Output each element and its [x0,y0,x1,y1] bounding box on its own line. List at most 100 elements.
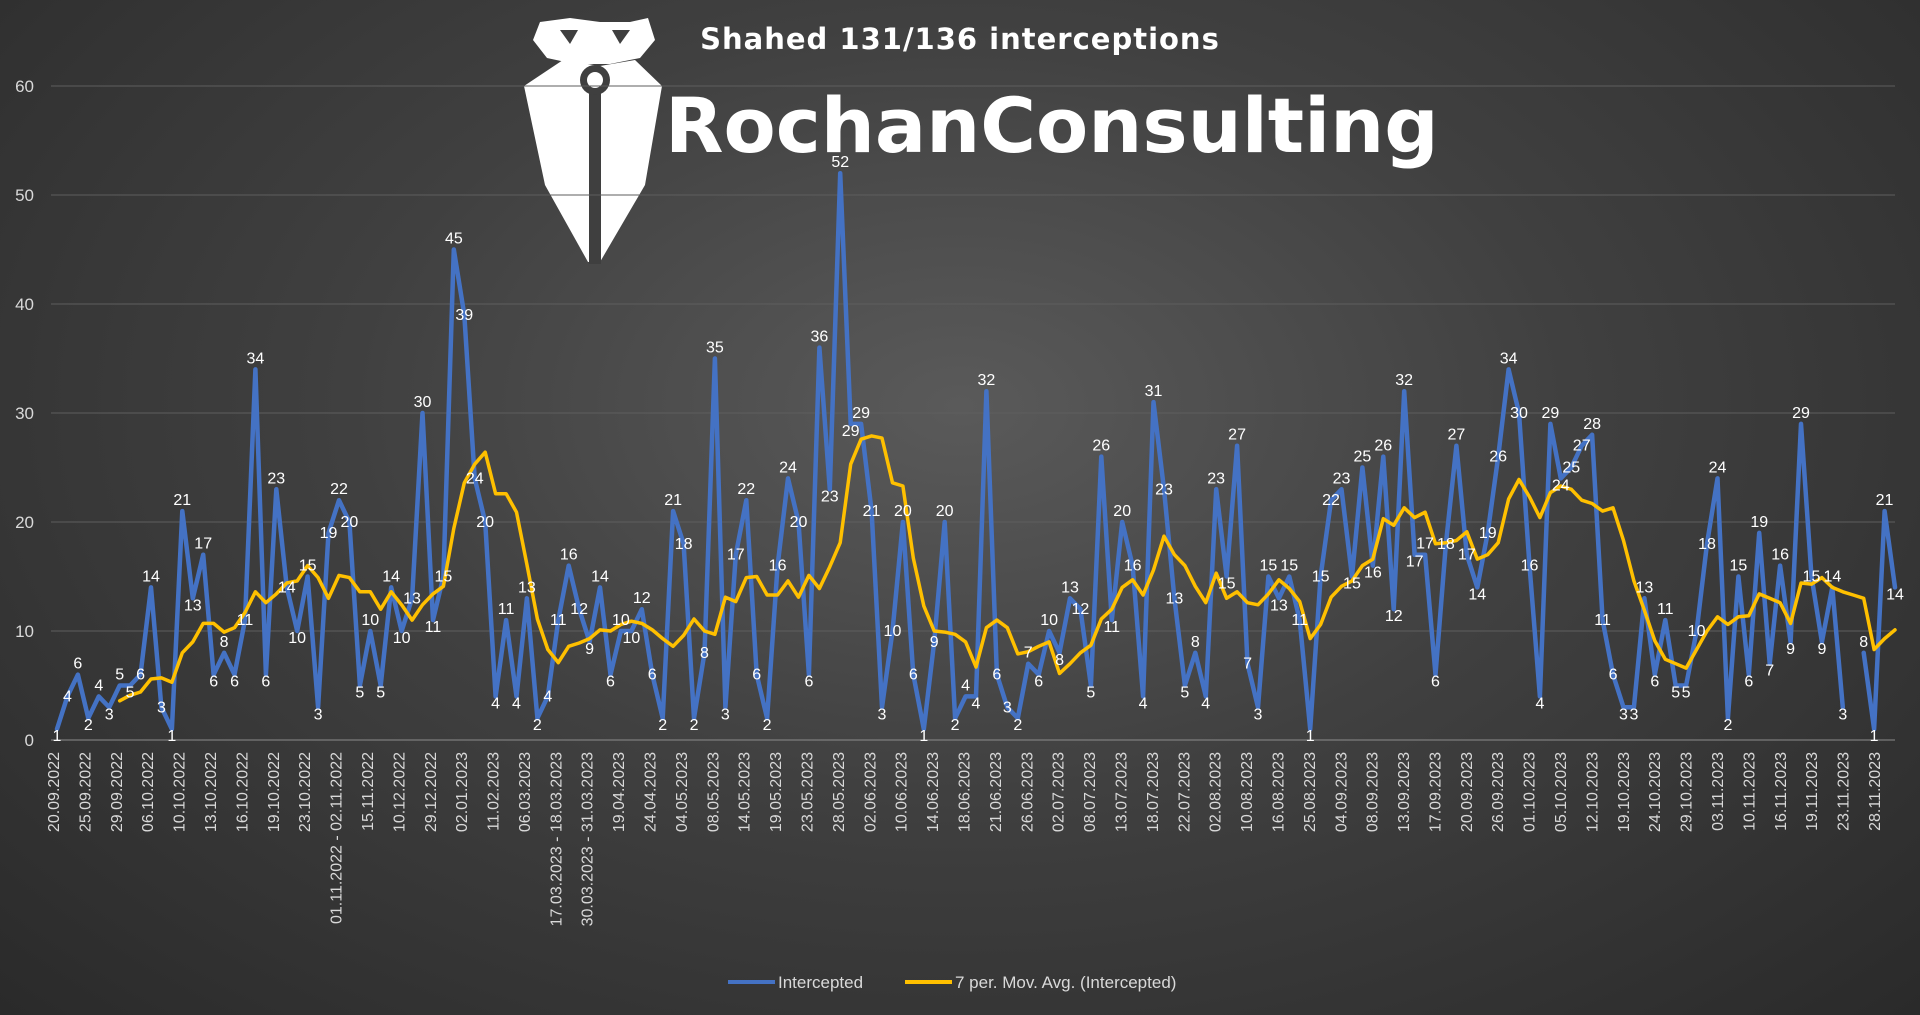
data-label: 3 [1838,706,1847,723]
data-label: 1 [1306,728,1315,745]
data-label: 6 [1431,674,1440,691]
legend: Intercepted 7 per. Mov. Avg. (Intercepte… [728,973,1176,992]
data-label: 8 [1055,652,1064,669]
data-label: 5 [126,685,135,702]
data-label: 4 [1535,695,1544,712]
x-axis: 20.09.2022 25.09.2022 29.09.2022 06.10.2022… [46,752,1884,926]
series-line-moving-average [117,434,1897,703]
data-label: 18 [675,536,693,553]
data-label: 1 [53,728,62,745]
data-label: 6 [1744,674,1753,691]
data-label: 17 [1458,547,1476,564]
data-label: 7 [1243,656,1252,673]
data-label: 12 [570,601,588,618]
x-tick-label: 24.04.2023 [643,752,660,832]
data-label: 6 [648,667,657,684]
data-label: 13 [1270,597,1288,614]
data-label: 52 [831,154,849,171]
x-tick-label: 29.09.2022 [109,752,126,832]
x-tick-label: 04.09.2023 [1333,752,1350,832]
data-label: 26 [1374,438,1392,455]
data-label: 2 [1013,717,1022,734]
x-tick-label: 23.05.2023 [800,752,817,832]
x-tick-label: 03.11.2023 [1710,752,1727,831]
data-label: 24 [1709,459,1727,476]
x-tick-label: 17.09.2023 [1427,752,1444,832]
x-tick-label: 19.04.2023 [611,752,628,832]
data-label: 13 [403,590,421,607]
y-tick-label: 60 [15,77,34,96]
data-label: 2 [690,717,699,734]
chart-title: Shahed 131/136 interceptions [700,22,1220,56]
data-label: 23 [1333,470,1351,487]
x-tick-label: 06.03.2023 [517,752,534,832]
data-label: 6 [1034,674,1043,691]
data-label: 20 [790,514,808,531]
data-label: 15 [299,558,317,575]
data-label: 5 [115,667,124,684]
data-label: 3 [1619,706,1628,723]
x-tick-label: 14.06.2023 [925,752,942,832]
data-label: 29 [1792,405,1810,422]
data-label: 3 [878,706,887,723]
x-tick-label: 15.11.2022 [360,752,377,831]
data-label: 24 [779,459,797,476]
legend-label-moving-average: 7 per. Mov. Avg. (Intercepted) [955,973,1176,992]
data-label: 11 [237,612,254,629]
data-label: 35 [706,340,724,357]
data-label: 6 [1650,674,1659,691]
x-tick-label: 28.05.2023 [831,752,848,832]
data-label: 15 [1343,576,1361,593]
data-label: 27 [1228,427,1246,444]
x-tick-label: 19.05.2023 [768,752,785,832]
data-label: 1 [1870,728,1879,745]
data-label: 9 [930,634,939,651]
data-label: 32 [1395,372,1413,389]
data-label: 5 [1180,685,1189,702]
data-label: 17 [1406,554,1424,571]
data-label: 15 [1218,576,1236,593]
data-label: 17 [194,536,212,553]
data-label: 11 [498,601,515,618]
data-label: 9 [585,641,594,658]
data-label: 28 [1583,416,1601,433]
data-label: 30 [414,394,432,411]
data-label: 21 [173,492,191,509]
data-label: 6 [992,667,1001,684]
data-label: 6 [209,674,218,691]
x-tick-label: 13.10.2022 [203,752,220,832]
data-label: 18 [1698,536,1716,553]
x-tick-label: 19.10.2023 [1616,752,1633,832]
x-tick-label: 02.01.2023 [454,752,471,832]
data-label: 10 [393,630,411,647]
x-tick-label: 02.07.2023 [1051,752,1068,832]
data-label: 12 [1385,608,1403,625]
data-label: 3 [1254,706,1263,723]
x-tick-label: 01.10.2023 [1522,752,1539,832]
data-label: 5 [1086,685,1095,702]
data-label: 2 [951,717,960,734]
data-label: 10 [1040,612,1058,629]
data-label: 4 [512,695,521,712]
data-label: 29 [1541,405,1559,422]
data-label: 34 [1500,350,1518,367]
x-tick-label: 25.09.2022 [77,752,94,832]
x-tick-label: 21.06.2023 [988,752,1005,832]
data-label: 22 [330,481,348,498]
data-label: 4 [961,677,970,694]
data-label: 19 [1479,525,1497,542]
data-label: 14 [591,568,609,585]
data-label: 29 [852,405,870,422]
data-label: 11 [550,612,567,629]
data-label: 6 [230,674,239,691]
data-label: 20 [894,503,912,520]
data-label: 19 [320,525,338,542]
x-tick-label: 10.10.2022 [172,752,189,832]
x-tick-label: 01.11.2022 - 02.11.2022 [329,752,346,924]
data-label: 2 [533,717,542,734]
data-label: 15 [1260,558,1278,575]
logo-wordmark: RochanConsulting [665,81,1439,170]
data-label: 13 [518,579,536,596]
data-label: 13 [1061,579,1079,596]
x-tick-label: 20.09.2023 [1459,752,1476,832]
